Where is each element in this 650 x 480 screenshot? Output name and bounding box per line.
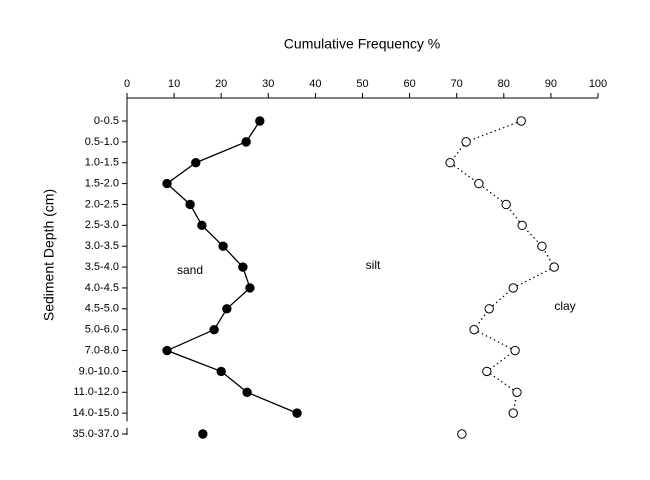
- y-tick-label: 4.0-4.5: [85, 282, 119, 294]
- x-tick-label: 70: [451, 78, 463, 90]
- data-point: [191, 158, 201, 168]
- x-tick-label: 30: [262, 78, 274, 90]
- data-point: [474, 178, 484, 189]
- annotation: silt: [366, 258, 381, 272]
- x-tick-label: 20: [215, 78, 227, 90]
- data-point: [197, 220, 207, 231]
- data-point: [218, 241, 228, 251]
- y-tick-label: 5.0-6.0: [85, 324, 119, 336]
- data-point: [216, 366, 226, 377]
- y-tick-label: 9.0-10.0: [79, 365, 119, 377]
- data-point: [457, 429, 467, 439]
- x-tick-label: 10: [168, 78, 180, 90]
- data-point: [537, 241, 547, 251]
- data-point: [484, 304, 494, 314]
- data-point: [198, 429, 208, 439]
- data-point: [517, 220, 527, 231]
- y-tick-label: 2.0-2.5: [85, 198, 119, 210]
- series-label: sand: [177, 263, 203, 277]
- x-tick-label: 100: [589, 78, 607, 90]
- y-tick-label: 1.0-1.5: [85, 157, 119, 169]
- data-point: [445, 158, 455, 168]
- data-point: [512, 387, 522, 397]
- data-point: [292, 408, 302, 418]
- y-tick-label: 0-0.5: [94, 115, 119, 127]
- series-label: clay: [554, 299, 575, 313]
- data-point: [185, 199, 195, 210]
- y-tick-label: 7.0-8.0: [85, 344, 119, 356]
- x-tick-label: 40: [309, 78, 321, 90]
- data-point: [549, 262, 559, 272]
- data-point: [162, 178, 172, 189]
- data-point: [508, 283, 518, 293]
- data-point: [469, 324, 479, 335]
- x-tick-label: 50: [356, 78, 368, 90]
- y-tick-label: 4.5-5.0: [85, 303, 119, 315]
- data-point: [222, 304, 232, 314]
- y-tick-label: 2.5-3.0: [85, 219, 119, 231]
- y-tick-label: 3.0-3.5: [85, 240, 119, 252]
- data-point: [238, 262, 248, 272]
- chart-title: Cumulative Frequency %: [284, 36, 440, 52]
- data-point: [516, 116, 526, 126]
- y-tick-label: 35.0-37.0: [73, 428, 119, 440]
- y-tick-label: 1.5-2.0: [85, 178, 119, 190]
- y-tick-label: 11.0-12.0: [73, 386, 119, 398]
- series-line: [449, 120, 556, 414]
- data-point: [482, 366, 492, 377]
- y-tick-label: 3.5-4.0: [85, 261, 119, 273]
- data-point: [245, 283, 255, 293]
- y-tick-label: 0.5-1.0: [85, 136, 119, 148]
- x-tick-label: 0: [124, 78, 130, 90]
- data-point: [461, 137, 471, 147]
- data-point: [241, 137, 251, 147]
- y-axis-title: Sediment Depth (cm): [41, 189, 57, 321]
- data-point: [255, 116, 265, 126]
- data-point: [162, 345, 172, 356]
- data-point: [508, 408, 518, 418]
- data-point: [242, 387, 252, 397]
- y-tick-label: 14.0-15.0: [73, 407, 119, 419]
- x-tick-label: 60: [403, 78, 415, 90]
- data-point: [510, 345, 520, 356]
- x-tick-label: 80: [498, 78, 510, 90]
- x-tick-label: 90: [545, 78, 557, 90]
- data-point: [501, 199, 511, 210]
- data-point: [209, 324, 219, 335]
